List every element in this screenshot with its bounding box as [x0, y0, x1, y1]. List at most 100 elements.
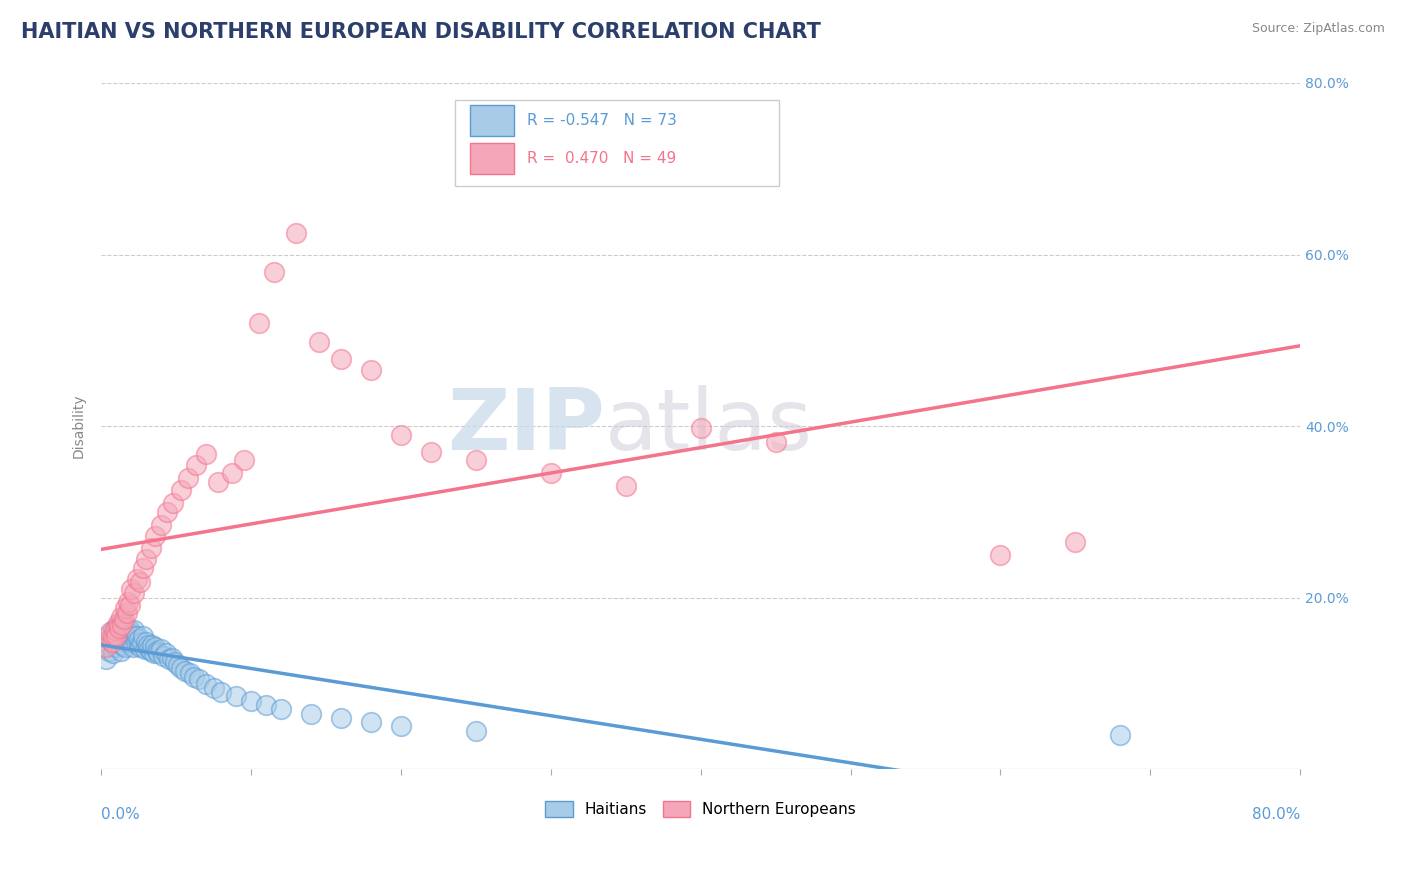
Point	[540, 467, 562, 481]
Point	[98, 625, 121, 640]
Point	[110, 644, 132, 658]
Point	[240, 694, 263, 708]
Point	[183, 670, 205, 684]
Point	[299, 706, 322, 721]
Point	[270, 702, 292, 716]
Point	[146, 647, 169, 661]
Point	[143, 640, 166, 655]
Point	[169, 661, 191, 675]
Point	[988, 548, 1011, 562]
Point	[104, 624, 127, 638]
Point	[177, 470, 200, 484]
Point	[112, 632, 135, 646]
Point	[110, 629, 132, 643]
Point	[108, 635, 131, 649]
FancyBboxPatch shape	[471, 143, 513, 174]
Point	[187, 672, 209, 686]
Point	[104, 626, 127, 640]
Point	[121, 640, 143, 655]
Point	[117, 629, 139, 643]
Point	[125, 635, 148, 649]
Point	[105, 621, 128, 635]
Legend: Haitians, Northern Europeans: Haitians, Northern Europeans	[538, 796, 862, 823]
Point	[103, 624, 125, 638]
Point	[765, 434, 787, 449]
Point	[143, 529, 166, 543]
Point	[285, 226, 308, 240]
Point	[127, 572, 149, 586]
Point	[202, 681, 225, 695]
Point	[221, 467, 243, 481]
Point	[122, 624, 145, 638]
Point	[139, 541, 162, 555]
Point	[150, 517, 173, 532]
Point	[97, 644, 120, 658]
Point	[614, 479, 637, 493]
Point	[209, 685, 232, 699]
Point	[128, 632, 150, 646]
Text: HAITIAN VS NORTHERN EUROPEAN DISABILITY CORRELATION CHART: HAITIAN VS NORTHERN EUROPEAN DISABILITY …	[21, 22, 821, 42]
Point	[112, 616, 135, 631]
FancyBboxPatch shape	[471, 105, 513, 136]
Point	[129, 575, 152, 590]
Point	[163, 655, 186, 669]
Text: 0.0%: 0.0%	[101, 807, 141, 822]
Point	[114, 626, 136, 640]
Point	[117, 635, 139, 649]
Point	[139, 644, 162, 658]
Point	[117, 595, 139, 609]
Point	[112, 612, 135, 626]
Point	[111, 625, 134, 640]
Point	[105, 640, 128, 655]
Point	[225, 690, 247, 704]
Point	[114, 640, 136, 655]
Text: 80.0%: 80.0%	[1251, 807, 1301, 822]
Point	[195, 446, 218, 460]
Point	[141, 638, 163, 652]
Point	[132, 560, 155, 574]
Point	[389, 719, 412, 733]
Point	[111, 638, 134, 652]
Point	[142, 647, 165, 661]
Point	[107, 629, 129, 643]
Point	[174, 664, 197, 678]
Point	[111, 618, 134, 632]
Point	[103, 629, 125, 643]
Point	[156, 505, 179, 519]
Point	[232, 453, 254, 467]
Point	[152, 648, 174, 663]
Point	[120, 626, 142, 640]
Point	[108, 618, 131, 632]
Point	[464, 723, 486, 738]
Point	[98, 632, 121, 646]
Point	[136, 638, 159, 652]
Point	[160, 650, 183, 665]
Point	[131, 635, 153, 649]
Point	[464, 453, 486, 467]
Point	[207, 475, 229, 489]
Point	[689, 421, 711, 435]
Point	[1064, 535, 1087, 549]
Point	[330, 352, 353, 367]
Point	[127, 629, 149, 643]
Point	[195, 676, 218, 690]
Point	[108, 621, 131, 635]
Point	[105, 629, 128, 643]
Point	[129, 640, 152, 655]
FancyBboxPatch shape	[456, 100, 779, 186]
Point	[115, 621, 138, 635]
Point	[162, 496, 184, 510]
Point	[145, 644, 167, 658]
Point	[115, 606, 138, 620]
Text: R = -0.547   N = 73: R = -0.547 N = 73	[527, 113, 676, 128]
Point	[135, 552, 157, 566]
Point	[96, 629, 118, 643]
Point	[103, 647, 125, 661]
Point	[166, 657, 188, 672]
Text: R =  0.470   N = 49: R = 0.470 N = 49	[527, 151, 676, 166]
Point	[118, 624, 141, 638]
Point	[114, 601, 136, 615]
Point	[120, 582, 142, 596]
Point	[97, 632, 120, 646]
Point	[360, 363, 382, 377]
